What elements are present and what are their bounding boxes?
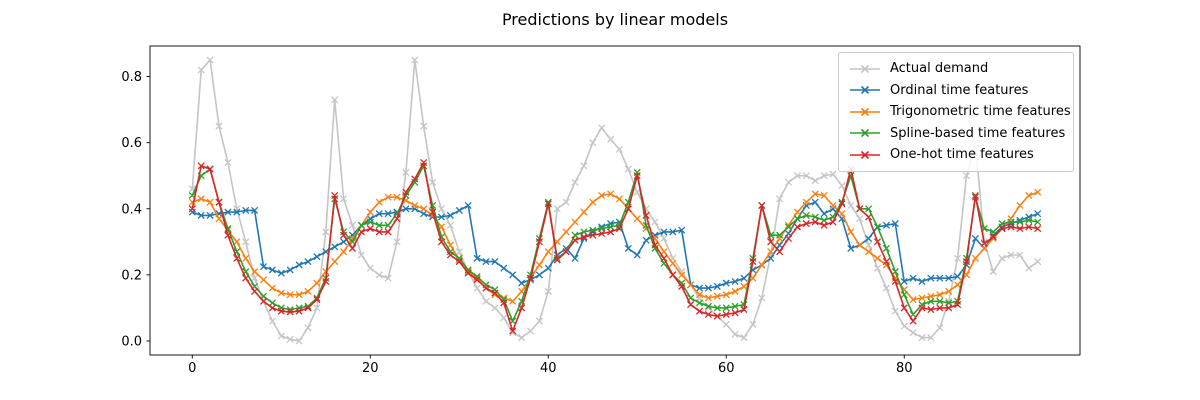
legend-label: Spline-based time features xyxy=(890,125,1066,141)
legend-line-x-marker-icon xyxy=(850,86,880,95)
y-tick-label: 0.0 xyxy=(121,334,142,349)
legend-item-trigonometric-time-features: Trigonometric time features xyxy=(848,101,1071,123)
chart-title: Predictions by linear models xyxy=(501,10,729,29)
legend-line-x-marker-icon xyxy=(850,107,880,116)
legend-label: Ordinal time features xyxy=(890,82,1029,98)
y-tick-label: 0.6 xyxy=(121,136,142,151)
y-tick-label: 0.4 xyxy=(121,202,142,217)
y-tick-label: 0.2 xyxy=(121,268,142,283)
legend-label: One-hot time features xyxy=(890,147,1034,163)
legend-item-spline-based-time-features: Spline-based time features xyxy=(848,123,1065,145)
series-line-actual-demand xyxy=(191,59,1039,342)
series-markers-actual-demand xyxy=(188,56,1042,345)
axes-spines xyxy=(149,45,1081,356)
legend-item-one-hot-time-features: One-hot time features xyxy=(848,144,1065,166)
series-markers-ordinal-time-features xyxy=(188,198,1042,292)
legend-item-ordinal-time-features: Ordinal time features xyxy=(848,80,1065,102)
legend-item-actual-demand: Actual demand xyxy=(848,58,1065,80)
legend-line-x-marker-icon xyxy=(850,150,880,159)
legend: Actual demand Ordinal time features Trigon… xyxy=(838,52,1074,172)
x-tick-label: 40 xyxy=(540,361,557,376)
series-line-one-hot-time-features xyxy=(191,161,1038,332)
x-tick-label: 60 xyxy=(718,361,735,376)
series-markers-trigonometric-time-features xyxy=(188,188,1042,305)
legend-label: Trigonometric time features xyxy=(890,104,1071,120)
x-tick-label: 80 xyxy=(896,361,913,376)
y-tick-label: 0.8 xyxy=(121,70,142,85)
legend-line-x-marker-icon xyxy=(850,64,880,73)
legend-line-x-marker-icon xyxy=(850,129,880,138)
x-tick-label: 0 xyxy=(188,361,196,376)
x-tick-label: 20 xyxy=(362,361,379,376)
legend-label: Actual demand xyxy=(890,61,989,77)
